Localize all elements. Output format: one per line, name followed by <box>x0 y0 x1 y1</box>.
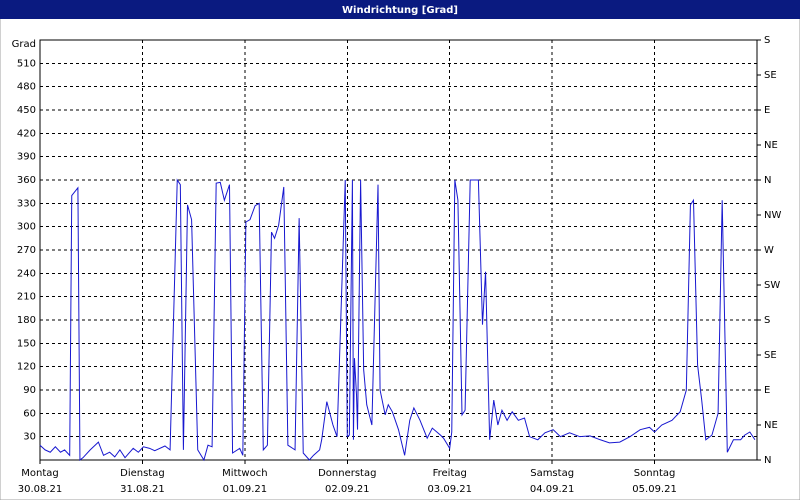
y-tick-label: 390 <box>17 152 36 163</box>
y-tick-label: 90 <box>23 385 36 396</box>
y2-tick-label: E <box>764 385 770 396</box>
y-tick-label: 330 <box>17 198 36 209</box>
y-tick-label: 450 <box>17 105 36 116</box>
y2-tick-label: S <box>764 315 770 326</box>
x-tick-label: Samstag <box>530 468 574 479</box>
y-tick-label: 210 <box>17 292 36 303</box>
x-tick-label: Donnerstag <box>318 468 376 479</box>
y2-tick-label: NE <box>764 140 778 151</box>
x-tick-date: 31.08.21 <box>120 484 165 495</box>
y2-tick-label: E <box>764 105 770 116</box>
x-tick-label: Sonntag <box>634 468 676 479</box>
x-tick-label: Montag <box>21 468 58 479</box>
x-tick-date: 05.09.21 <box>632 484 677 495</box>
x-tick-date: 03.09.21 <box>427 484 472 495</box>
x-tick-date: 02.09.21 <box>325 484 370 495</box>
y2-tick-label: SE <box>764 350 777 361</box>
y-tick-label: 360 <box>17 175 36 186</box>
y-tick-label: 270 <box>17 245 36 256</box>
x-tick-label: Mittwoch <box>222 468 267 479</box>
y-tick-label: 180 <box>17 315 36 326</box>
y-tick-label: 150 <box>17 338 36 349</box>
y2-tick-label: N <box>764 175 771 186</box>
y-tick-label: 30 <box>23 432 36 443</box>
x-tick-date: 30.08.21 <box>18 484 63 495</box>
y-tick-label: 240 <box>17 268 36 279</box>
x-tick-date: 04.09.21 <box>530 484 575 495</box>
y-tick-label: 300 <box>17 222 36 233</box>
y-tick-label: 510 <box>17 58 36 69</box>
y2-tick-label: SW <box>764 280 780 291</box>
data-line <box>39 178 756 462</box>
y-tick-label: 120 <box>17 362 36 373</box>
y2-tick-label: W <box>764 245 774 256</box>
x-tick-date: 01.09.21 <box>223 484 268 495</box>
y-tick-label: 60 <box>23 408 36 419</box>
y-tick-label: 480 <box>17 82 36 93</box>
y2-tick-label: SE <box>764 70 777 81</box>
x-tick-label: Dienstag <box>120 468 165 479</box>
y-axis-label: Grad <box>12 39 36 50</box>
y-tick-label: 420 <box>17 128 36 139</box>
y2-tick-label: NW <box>764 210 781 221</box>
y2-tick-label: S <box>764 35 770 46</box>
y2-tick-label: NE <box>764 420 778 431</box>
chart-title: Windrichtung [Grad] <box>342 5 458 16</box>
x-tick-label: Freitag <box>433 468 467 479</box>
title-bar <box>0 0 800 19</box>
y2-tick-label: N <box>764 455 771 466</box>
plot-frame <box>39 39 758 461</box>
